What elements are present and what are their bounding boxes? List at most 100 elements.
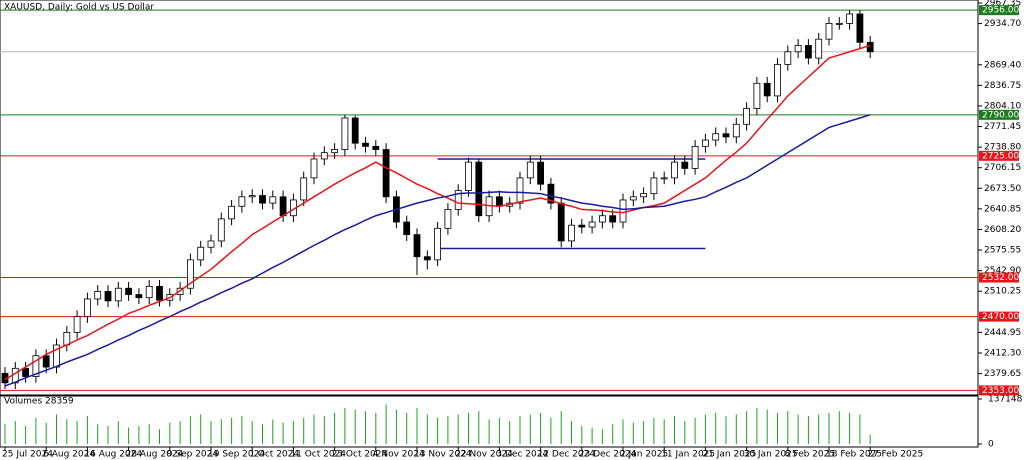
level-label-box bbox=[979, 311, 1019, 322]
candle-body bbox=[331, 149, 339, 154]
candle-body bbox=[671, 161, 678, 179]
candle-body bbox=[495, 196, 503, 207]
candle-body bbox=[320, 152, 328, 160]
level-label-box bbox=[979, 150, 1019, 161]
x-tick-label: 13 Nov 2024 bbox=[414, 450, 472, 460]
candle-body bbox=[681, 161, 689, 169]
candle-body bbox=[186, 259, 194, 289]
y-tick-label: 2575.55 bbox=[984, 246, 1021, 256]
level-label: 2956.00 bbox=[982, 6, 1019, 16]
candle-body bbox=[825, 22, 833, 40]
candle-body bbox=[815, 38, 823, 59]
candle-body bbox=[63, 331, 71, 346]
candle-body bbox=[310, 158, 318, 179]
y-tick-label: 2444.95 bbox=[984, 328, 1021, 338]
candle-body bbox=[753, 82, 761, 109]
x-tick-label: 8 Feb 2025 bbox=[785, 450, 835, 460]
candle-body bbox=[197, 246, 205, 261]
x-tick-label: 2 Jan 2025 bbox=[620, 450, 668, 460]
candle-body bbox=[732, 123, 740, 138]
candle-body bbox=[444, 209, 452, 229]
candle-body bbox=[794, 45, 802, 53]
candle-body bbox=[526, 161, 534, 179]
candle-body bbox=[856, 13, 864, 43]
candle-body bbox=[465, 161, 472, 191]
volume-title: Volumes 28359 bbox=[4, 397, 74, 407]
candle-body bbox=[362, 142, 369, 147]
candle-body bbox=[32, 355, 40, 377]
candle-body bbox=[691, 145, 699, 169]
candle-body bbox=[568, 224, 575, 242]
candle-body bbox=[269, 196, 277, 204]
candle-body bbox=[619, 199, 627, 223]
y-tick-label: 2967.35 bbox=[984, 0, 1021, 8]
candle-body bbox=[228, 205, 236, 220]
candle-body bbox=[341, 117, 349, 150]
candle-body bbox=[516, 177, 524, 204]
candle-body bbox=[125, 287, 132, 295]
x-tick-label: 23 Dec 2024 bbox=[579, 450, 637, 460]
candle-body bbox=[743, 108, 750, 125]
candle-body bbox=[104, 290, 112, 302]
candle-body bbox=[217, 218, 225, 242]
candle-body bbox=[94, 290, 102, 300]
x-tick-label: 4 Nov 2024 bbox=[373, 450, 425, 460]
candle-body bbox=[784, 51, 792, 65]
x-tick-label: 25 Jul 2024 bbox=[2, 450, 53, 460]
candle-body bbox=[846, 13, 853, 24]
candle-body bbox=[702, 139, 709, 147]
candle-body bbox=[207, 240, 215, 248]
candle-body bbox=[722, 133, 730, 138]
candle-body bbox=[629, 196, 637, 201]
x-tick-label: 6 Aug 2024 bbox=[43, 450, 95, 460]
candle-body bbox=[609, 215, 617, 223]
y-tick-label: 2673.50 bbox=[984, 184, 1021, 194]
x-tick-label: 21 Jan 2025 bbox=[702, 450, 756, 460]
x-tick-label: 18 Feb 2025 bbox=[826, 450, 882, 460]
candle-body bbox=[454, 190, 462, 210]
x-tick-label: 23 Oct 2024 bbox=[332, 450, 388, 460]
candle-body bbox=[84, 298, 91, 318]
candle-body bbox=[279, 196, 287, 217]
level-label-box bbox=[979, 109, 1019, 120]
candle-body bbox=[774, 63, 781, 97]
candle-body bbox=[866, 41, 874, 53]
y-tick-label: 2412.30 bbox=[984, 349, 1021, 359]
candle-body bbox=[578, 224, 586, 228]
candle-body bbox=[599, 215, 606, 223]
candle-body bbox=[238, 196, 246, 207]
level-label-box bbox=[979, 5, 1019, 16]
x-tick-label: 27 Feb 2025 bbox=[867, 450, 923, 460]
x-tick-label: 1 Oct 2024 bbox=[249, 450, 299, 460]
x-tick-label: 3 Dec 2024 bbox=[496, 450, 548, 460]
y-tick-label: 2608.20 bbox=[984, 225, 1021, 235]
candle-body bbox=[145, 285, 153, 299]
y-tick-label: 2510.25 bbox=[984, 287, 1021, 297]
moving-average bbox=[4, 114, 871, 387]
level-label: 2790.00 bbox=[982, 110, 1019, 120]
candle-body bbox=[475, 161, 483, 217]
candle-body bbox=[351, 117, 359, 144]
x-tick-label: 9 Sep 2024 bbox=[167, 450, 219, 460]
candle-body bbox=[423, 256, 431, 261]
y-tick-label: 2738.80 bbox=[984, 143, 1021, 153]
candle-body bbox=[712, 133, 720, 141]
candle-body bbox=[805, 45, 812, 59]
level-label-box bbox=[979, 385, 1019, 396]
candle-body bbox=[413, 234, 421, 258]
candle-body bbox=[650, 177, 658, 195]
candle-body bbox=[835, 22, 843, 25]
y-tick-label: 2836.75 bbox=[984, 81, 1021, 91]
candle-body bbox=[42, 355, 50, 368]
x-tick-label: 16 Aug 2024 bbox=[84, 450, 142, 460]
candle-body bbox=[73, 316, 81, 333]
x-tick-label: 22 Nov 2024 bbox=[455, 450, 513, 460]
y-tick-label: 2640.85 bbox=[984, 204, 1021, 214]
y-tick-label: 2869.40 bbox=[984, 60, 1021, 70]
candle-body bbox=[372, 145, 380, 150]
candle-body bbox=[248, 195, 256, 198]
candle-body bbox=[382, 149, 390, 198]
candle-body bbox=[259, 195, 266, 204]
